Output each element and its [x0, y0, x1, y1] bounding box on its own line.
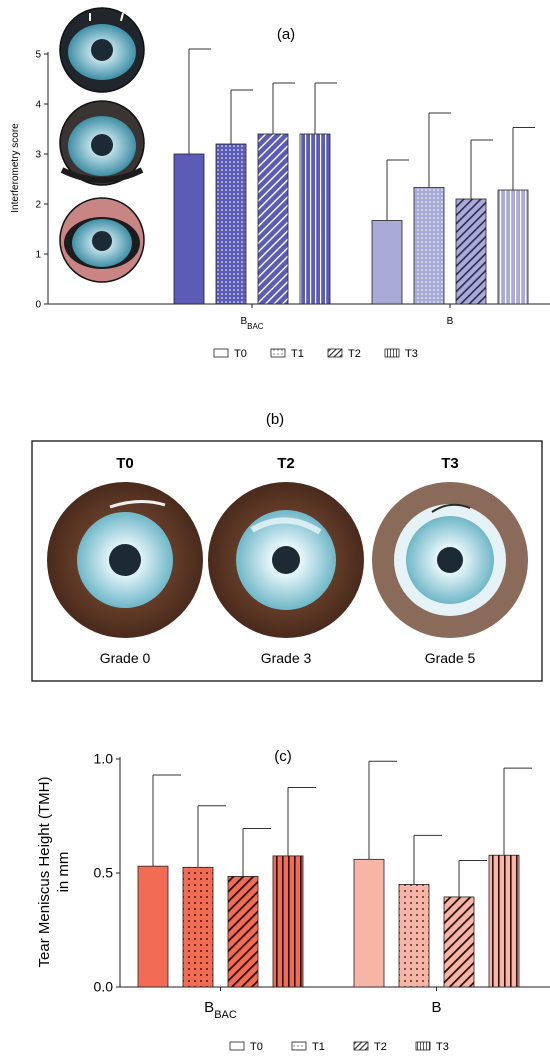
y-tick-label: 0.0: [94, 979, 114, 995]
bar-a-T1-B: [413, 187, 445, 305]
legend-label: T1: [312, 1041, 325, 1053]
chart-c-yaxis: 0.0 0.5 1.0: [94, 751, 550, 995]
eye-t2: T2 Grade 3: [208, 455, 364, 666]
bar-c-T1-B: [398, 884, 430, 988]
y-tick-label: 4: [35, 99, 41, 110]
x-category-label: B: [447, 316, 454, 327]
legend-label: T2: [374, 1041, 387, 1053]
legend-label: T1: [291, 348, 304, 360]
bar-c-T3-BBAC: [272, 855, 304, 988]
legend-label: T3: [436, 1041, 449, 1053]
bar-c-T2-BBAC: [227, 876, 259, 988]
bar-a-T3-BBAC: [299, 133, 331, 305]
eye-t3: T3 Grade 5: [372, 455, 528, 666]
inset-eye-photo-2: [59, 100, 145, 186]
chart-a-legend: T0 T1 T2 T3: [213, 348, 418, 360]
legend-swatch: [291, 1041, 307, 1051]
panel-c-label: (c): [274, 748, 292, 765]
chart-c-ylabel-line1: Tear Meniscus Height (TMH): [36, 777, 53, 968]
eye-t0-grade: Grade 0: [100, 650, 151, 666]
bar-a-T2-BBAC: [257, 133, 289, 305]
y-tick-label: 0: [35, 299, 41, 310]
x-category-label: BBAC: [240, 316, 263, 331]
y-tick-label: 2: [35, 199, 41, 210]
chart-a-bars: [173, 48, 535, 305]
bar-c-T1-BBAC: [182, 866, 214, 988]
y-tick-label: 1: [35, 249, 41, 260]
y-tick-label: 5: [35, 49, 41, 60]
bar-c-T2-B: [443, 896, 475, 988]
bar-a-T3-B: [497, 189, 529, 305]
inset-eye-photo-1: [59, 7, 145, 93]
bar-a-T0-B: [371, 220, 403, 305]
legend-label: T3: [405, 348, 418, 360]
legend-swatch: [327, 348, 343, 358]
bar-a-T0-BBAC: [173, 153, 205, 305]
bar-c-T3-B: [488, 854, 520, 988]
chart-c-bars: [137, 760, 532, 988]
bar-a-T2-B: [455, 198, 487, 305]
chart-c-ylabel-line2: in mm: [55, 852, 72, 893]
legend-swatch: [229, 1041, 245, 1051]
panel-b: (b) T0 Grade 0 T2 Grade 3 T3 Grade 5: [31, 411, 543, 682]
legend-label: T2: [348, 348, 361, 360]
legend-swatch: [353, 1041, 369, 1051]
legend-swatch: [213, 348, 229, 358]
x-category-label: BBAC: [204, 999, 237, 1021]
chart-c: (c) Tear Meniscus Height (TMH) in mm 0.0…: [36, 748, 550, 1053]
y-tick-label: 3: [35, 149, 41, 160]
legend-label: T0: [234, 348, 247, 360]
y-tick-label: 1.0: [94, 751, 114, 767]
eye-t2-grade: Grade 3: [261, 650, 312, 666]
inset-eye-photo-3: [59, 197, 145, 283]
x-category-label: B: [431, 999, 441, 1016]
chart-a: (a) Interferometry score 0 1 2 3 4 5 BBAC B T0…: [10, 7, 550, 360]
panel-a-label: (a): [277, 26, 295, 43]
chart-a-categories: BBAC B: [240, 304, 454, 331]
bar-c-T0-B: [353, 858, 385, 988]
eye-t2-time: T2: [277, 455, 295, 472]
y-tick-label: 0.5: [94, 865, 114, 881]
chart-c-legend: T0 T1 T2 T3: [229, 1041, 449, 1053]
eye-t3-time: T3: [441, 455, 459, 472]
legend-label: T0: [250, 1041, 263, 1053]
bar-a-T1-BBAC: [215, 143, 247, 305]
eye-t3-grade: Grade 5: [425, 650, 476, 666]
legend-swatch: [270, 348, 286, 358]
eye-t0-time: T0: [116, 455, 134, 472]
eye-t0: T0 Grade 0: [47, 455, 203, 666]
legend-swatch: [384, 348, 400, 358]
chart-c-categories: BBAC B: [204, 987, 442, 1021]
chart-a-ylabel: Interferometry score: [10, 123, 21, 213]
bar-c-T0-BBAC: [137, 865, 169, 988]
legend-swatch: [415, 1041, 431, 1051]
panel-b-label: (b): [266, 411, 284, 428]
